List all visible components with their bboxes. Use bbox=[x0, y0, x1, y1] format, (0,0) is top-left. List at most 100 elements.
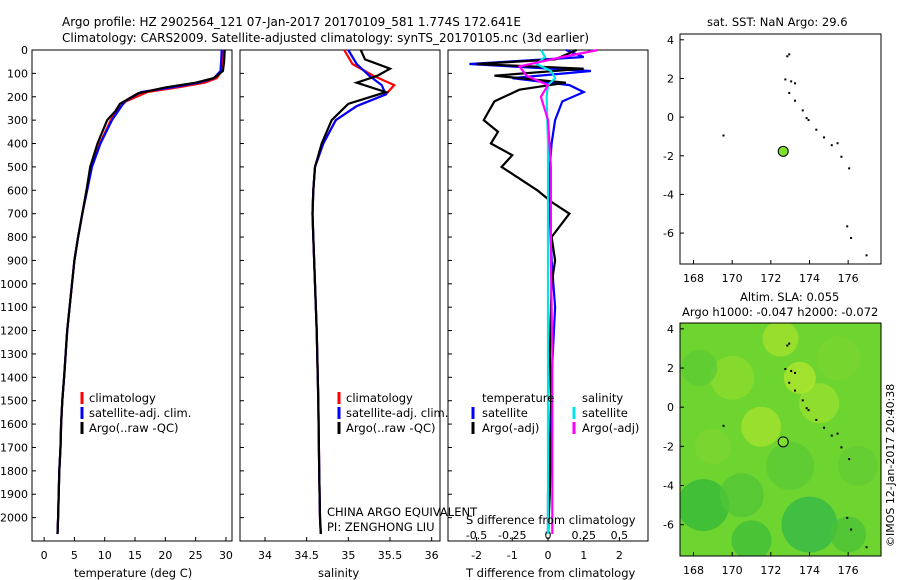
sst-map-title: sat. SST: NaN Argo: 29.6 bbox=[707, 15, 848, 29]
sla-map-panel: Altim. SLA: 0.055 Argo h1000: -0.047 h20… bbox=[663, 290, 882, 577]
temperature-series bbox=[56, 49, 226, 535]
sla-map-frame bbox=[679, 322, 882, 557]
coastline-dot bbox=[786, 344, 789, 347]
x-tick-label: 36 bbox=[425, 549, 439, 562]
map-y-tick-label: -2 bbox=[663, 150, 674, 163]
coastline-dot bbox=[815, 418, 818, 421]
depth-tick-label: 1500 bbox=[0, 395, 28, 408]
coastline-dot bbox=[801, 399, 804, 402]
coastline-dot bbox=[805, 407, 808, 410]
coastline-dot bbox=[794, 99, 797, 102]
series-line-satellite-adj-clim- bbox=[56, 49, 223, 535]
map-x-tick-label: 172 bbox=[760, 564, 781, 577]
x-tick-label: -1 bbox=[507, 549, 518, 562]
x-tick-label: 35 bbox=[341, 549, 355, 562]
depth-tick-label: 800 bbox=[7, 231, 28, 244]
sla-map-coastlines bbox=[722, 342, 868, 549]
s-diff-label: S difference from climatology bbox=[466, 513, 636, 527]
coastline-dot bbox=[823, 136, 826, 139]
t-diff-label: T difference from climatology bbox=[465, 566, 636, 580]
coastline-dot bbox=[823, 426, 826, 429]
coastline-dot bbox=[830, 144, 833, 147]
coastline-dot bbox=[784, 78, 787, 81]
imos-credit: ©IMOS 12-Jan-2017 20:40:38 bbox=[884, 384, 897, 547]
coastline-dot bbox=[784, 368, 787, 371]
x-tick-label: 34 bbox=[258, 549, 272, 562]
sla-heatmap-blob bbox=[762, 323, 799, 357]
coastline-dot bbox=[846, 225, 849, 228]
depth-tick-label: 200 bbox=[7, 91, 28, 104]
depth-tick-label: 600 bbox=[7, 184, 28, 197]
coastline-dot bbox=[722, 424, 725, 427]
coastline-dot bbox=[840, 155, 843, 158]
coastline-dot bbox=[807, 409, 810, 412]
coastline-dot bbox=[801, 109, 804, 112]
map-y-tick-label: 2 bbox=[667, 72, 674, 85]
map-x-tick-label: 168 bbox=[683, 564, 704, 577]
difference-legend: temperature satellite Argo(-adj) salinit… bbox=[471, 391, 639, 435]
series-line-argo-raw-qc- bbox=[56, 49, 226, 535]
depth-tick-label: 400 bbox=[7, 138, 28, 151]
depth-tick-label: 1800 bbox=[0, 465, 28, 478]
salinity-xlabel: salinity bbox=[318, 566, 359, 580]
legend-argo-label: Argo(..raw -QC) bbox=[89, 421, 179, 435]
header-line1: Argo profile: HZ 2902564_121 07-Jan-2017… bbox=[62, 15, 521, 29]
coastline-dot bbox=[865, 546, 868, 549]
legend-climatology-label: climatology bbox=[89, 391, 156, 405]
argo-position-marker bbox=[777, 436, 789, 448]
sla-heatmap-blob bbox=[799, 383, 840, 424]
sla-heatmap-blob bbox=[837, 445, 878, 486]
sst-map-argo-position bbox=[777, 145, 789, 157]
sla-heatmap-blob bbox=[781, 496, 838, 553]
map-y-tick-label: -4 bbox=[663, 480, 674, 493]
map-y-tick-label: 4 bbox=[667, 34, 674, 47]
sla-heatmap-blob bbox=[741, 406, 782, 447]
sla-heatmap-blob bbox=[681, 350, 718, 387]
map-x-tick-label: 174 bbox=[799, 564, 820, 577]
salinity-legend: climatology satellite-adj. clim. Argo(..… bbox=[337, 391, 448, 435]
coastline-dot bbox=[848, 458, 851, 461]
depth-tick-label: 1900 bbox=[0, 488, 28, 501]
x-tick-label: 2 bbox=[616, 549, 623, 562]
coastline-dot bbox=[788, 342, 791, 345]
salinity-series bbox=[311, 49, 397, 535]
x-top-tick-label: 0.25 bbox=[571, 529, 596, 542]
sla-map-axes: 168 170 172 174 176 -6 -4 -2 0 2 4 bbox=[663, 323, 859, 577]
sla-heatmap-blob bbox=[719, 473, 764, 518]
map-y-tick-label: 0 bbox=[667, 401, 674, 414]
x-tick-label: 15 bbox=[128, 549, 142, 562]
sla-heatmap-blob bbox=[783, 361, 816, 394]
series-line-t-argo-adj- bbox=[476, 48, 584, 535]
depth-tick-label: 100 bbox=[7, 67, 28, 80]
legend-temperature-title: temperature bbox=[482, 391, 554, 405]
map-x-tick-label: 170 bbox=[722, 564, 743, 577]
temperature-axes-frame bbox=[31, 49, 233, 542]
salinity-depth-ticks bbox=[240, 49, 244, 519]
legend-satellite-label: satellite-adj. clim. bbox=[89, 406, 191, 420]
coastline-dot bbox=[840, 446, 843, 449]
series-line-climatology bbox=[56, 49, 225, 535]
coastline-dot bbox=[794, 389, 797, 392]
depth-tick-label: 1600 bbox=[0, 418, 28, 431]
series-line-argo-raw-qc- bbox=[311, 49, 393, 535]
diff-legend-s-sat-label: satellite bbox=[582, 406, 628, 420]
salinity-panel: 34 34.5 35 35.5 36 salinity climatology sate… bbox=[239, 49, 478, 580]
coastline-dot bbox=[836, 142, 839, 145]
difference-x-axis: -2 -1 0 1 2 -0.5 -0.25 0 0.25 0.5 bbox=[466, 529, 628, 562]
depth-tick-label: 2000 bbox=[0, 512, 28, 525]
depth-tick-label: 1200 bbox=[0, 325, 28, 338]
coastline-dot bbox=[788, 381, 791, 384]
x-tick-label: 25 bbox=[189, 549, 203, 562]
depth-tick-label: 500 bbox=[7, 161, 28, 174]
sla-heatmap-blobs bbox=[680, 323, 878, 556]
x-tick-label: 34.5 bbox=[294, 549, 319, 562]
map-x-tick-label: 176 bbox=[838, 272, 859, 285]
sst-map-panel: sat. SST: NaN Argo: 29.6 168 170 172 174 176… bbox=[663, 15, 882, 285]
coastline-dot bbox=[788, 53, 791, 56]
depth-tick-label: 900 bbox=[7, 254, 28, 267]
diff-legend-t-argo-label: Argo(-adj) bbox=[482, 421, 539, 435]
legend-salinity-title: salinity bbox=[582, 391, 623, 405]
sla-map-title: Altim. SLA: 0.055 bbox=[740, 290, 839, 304]
coastline-dot bbox=[790, 80, 793, 83]
map-x-tick-label: 176 bbox=[838, 564, 859, 577]
